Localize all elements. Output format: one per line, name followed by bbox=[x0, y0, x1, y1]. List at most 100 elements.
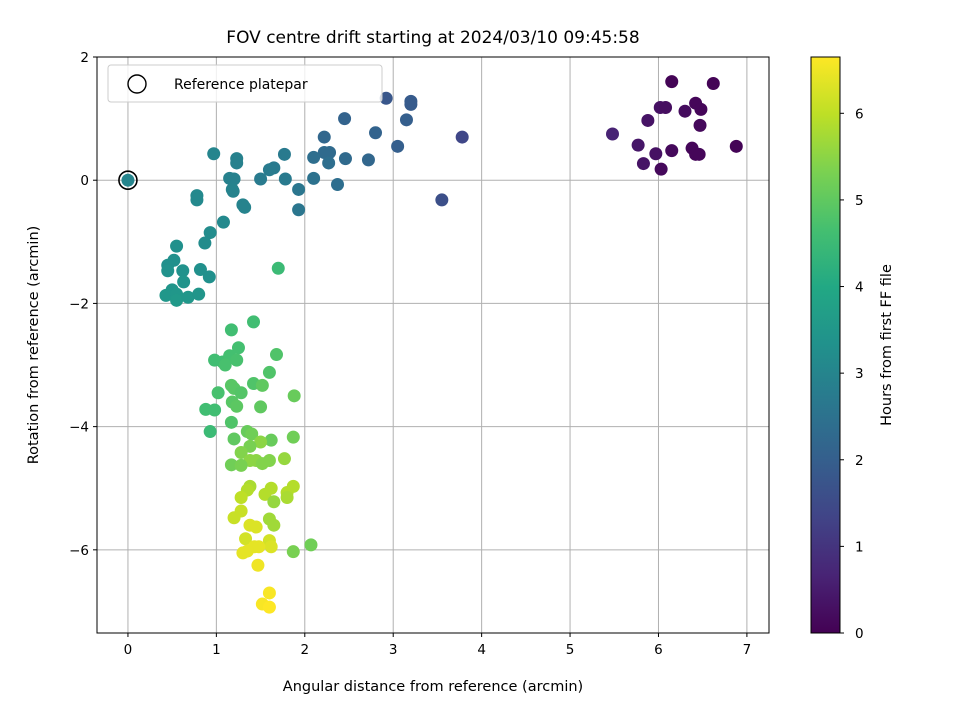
data-point bbox=[331, 178, 345, 192]
data-point bbox=[286, 430, 300, 444]
data-point bbox=[262, 163, 276, 177]
data-point bbox=[170, 293, 184, 307]
data-point bbox=[693, 118, 707, 132]
y-axis-label: Rotation from reference (arcmin) bbox=[26, 226, 42, 465]
data-point bbox=[224, 323, 238, 337]
x-tick-label: 4 bbox=[477, 642, 486, 658]
data-point bbox=[198, 236, 212, 250]
data-point bbox=[264, 540, 278, 554]
data-point bbox=[304, 538, 318, 552]
colorbar: 0 1 2 3 4 5 6 Hours from first FF file bbox=[810, 56, 895, 642]
data-point bbox=[251, 558, 265, 572]
data-point bbox=[234, 445, 248, 459]
data-point bbox=[654, 162, 668, 176]
data-point bbox=[264, 433, 278, 447]
data-point bbox=[692, 147, 706, 161]
data-point bbox=[369, 126, 383, 140]
data-point bbox=[262, 454, 276, 468]
data-point bbox=[224, 415, 238, 429]
data-point bbox=[455, 130, 469, 144]
x-tick-label: 7 bbox=[743, 642, 752, 658]
data-point bbox=[252, 540, 266, 554]
data-point bbox=[338, 112, 352, 126]
y-tick-label: 0 bbox=[80, 173, 89, 189]
data-point bbox=[262, 600, 276, 614]
data-point bbox=[254, 172, 268, 186]
data-point bbox=[254, 400, 268, 414]
data-point bbox=[338, 152, 352, 166]
y-tick-label: −2 bbox=[69, 296, 89, 312]
x-axis-label: Angular distance from reference (arcmin) bbox=[283, 679, 583, 695]
data-point bbox=[706, 76, 720, 90]
data-point bbox=[176, 264, 190, 278]
data-point bbox=[649, 147, 663, 161]
reference-point-ring bbox=[118, 170, 138, 191]
y-axis-ticks: −6 −4 −2 0 2 bbox=[69, 50, 97, 559]
colorbar-label: Hours from first FF file bbox=[879, 264, 895, 426]
colorbar-tick-label: 4 bbox=[855, 280, 864, 296]
data-point bbox=[277, 452, 291, 466]
data-point bbox=[203, 226, 217, 240]
data-point bbox=[255, 378, 269, 392]
data-point bbox=[280, 490, 294, 504]
data-point bbox=[238, 200, 252, 214]
data-point bbox=[216, 215, 230, 229]
x-tick-label: 6 bbox=[654, 642, 663, 658]
chart-title: FOV centre drift starting at 2024/03/10 … bbox=[226, 28, 639, 48]
data-point bbox=[247, 315, 261, 329]
data-point bbox=[203, 425, 217, 439]
data-point bbox=[240, 544, 254, 558]
data-point bbox=[659, 101, 673, 115]
data-point bbox=[230, 156, 244, 170]
reference-point-fill bbox=[121, 173, 135, 187]
legend-box bbox=[107, 64, 383, 103]
data-point bbox=[258, 487, 272, 501]
data-point bbox=[262, 365, 276, 379]
data-point bbox=[249, 520, 263, 534]
data-point bbox=[207, 147, 221, 161]
data-point bbox=[224, 458, 238, 472]
x-tick-label: 0 bbox=[124, 642, 133, 658]
data-point bbox=[234, 458, 248, 472]
data-point bbox=[307, 171, 321, 185]
data-point bbox=[286, 545, 300, 559]
data-point bbox=[287, 389, 301, 403]
legend-label: Reference platepar bbox=[174, 77, 308, 93]
data-point bbox=[323, 145, 337, 159]
data-point bbox=[435, 193, 449, 207]
data-point bbox=[277, 147, 291, 161]
data-point bbox=[271, 261, 285, 275]
colorbar-strip bbox=[810, 56, 841, 634]
colorbar-tick-label: 3 bbox=[855, 366, 864, 382]
data-point bbox=[636, 157, 650, 171]
data-point bbox=[193, 263, 207, 277]
colorbar-tick-label: 1 bbox=[855, 539, 864, 555]
legend: Reference platepar bbox=[107, 64, 383, 103]
data-point bbox=[245, 427, 259, 441]
x-tick-label: 2 bbox=[300, 642, 309, 658]
x-tick-label: 5 bbox=[566, 642, 575, 658]
data-point bbox=[694, 102, 708, 116]
data-point bbox=[292, 182, 306, 196]
data-point bbox=[218, 358, 232, 372]
data-points bbox=[159, 75, 743, 614]
data-point bbox=[267, 518, 281, 532]
colorbar-tick-label: 5 bbox=[855, 193, 864, 209]
data-point bbox=[322, 156, 336, 170]
data-point bbox=[181, 290, 195, 304]
data-point bbox=[641, 113, 655, 127]
data-point bbox=[227, 172, 241, 186]
data-point bbox=[269, 348, 283, 362]
data-point bbox=[391, 139, 405, 153]
grid-lines bbox=[97, 56, 769, 633]
data-point bbox=[208, 403, 222, 417]
data-point bbox=[631, 138, 645, 152]
y-tick-label: −6 bbox=[69, 543, 89, 559]
data-point bbox=[230, 353, 244, 367]
data-point bbox=[227, 432, 241, 446]
data-point bbox=[267, 495, 281, 509]
y-tick-label: −4 bbox=[69, 420, 89, 436]
x-axis-ticks: 0 1 2 3 4 5 6 7 bbox=[124, 633, 752, 658]
data-point bbox=[262, 586, 276, 600]
